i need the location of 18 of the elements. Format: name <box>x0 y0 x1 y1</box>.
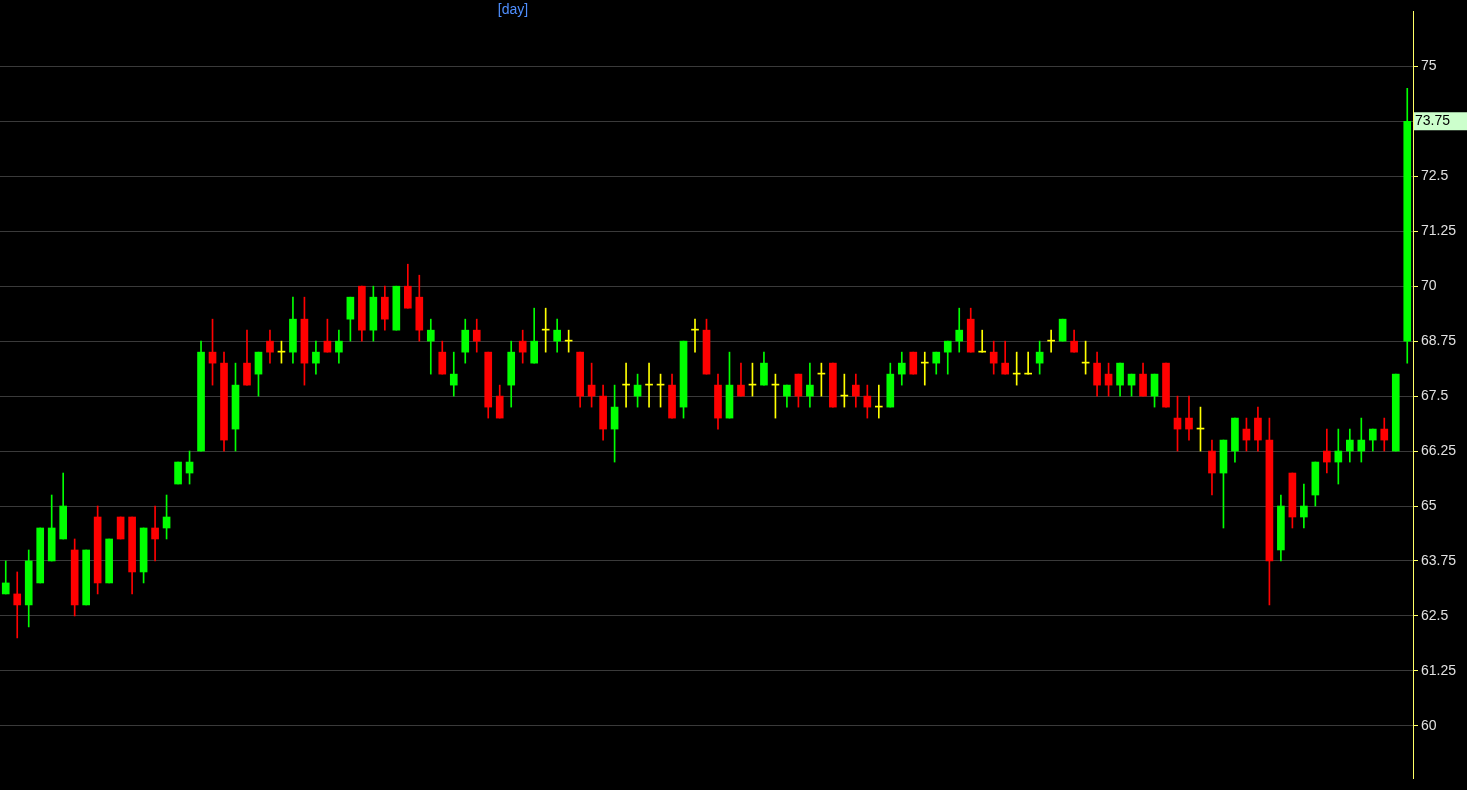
candlestick <box>151 505 159 562</box>
y-tick-label: 72.5 <box>1421 167 1449 184</box>
y-tick-label: 61.25 <box>1421 661 1457 678</box>
y-tick-label: 62.5 <box>1421 606 1449 623</box>
y-tick-label: 66.25 <box>1421 441 1457 458</box>
candlestick <box>1334 428 1343 485</box>
candlestick <box>426 318 435 375</box>
y-tick-label: 70 <box>1421 277 1437 294</box>
y-tick-label: 65 <box>1421 496 1437 513</box>
y-tick-label: 68.75 <box>1421 332 1457 348</box>
candlestick <box>13 571 22 639</box>
text: 73.75 <box>1415 112 1451 129</box>
y-tick-label: 71.25 <box>1421 222 1457 239</box>
y-tick-label: 63.75 <box>1421 551 1457 568</box>
y-tick-label: 75 <box>1421 57 1437 74</box>
y-tick-label: 60 <box>1421 716 1437 733</box>
y-tick-label: 67.5 <box>1421 386 1449 403</box>
chart-title: [day] <box>497 0 529 17</box>
